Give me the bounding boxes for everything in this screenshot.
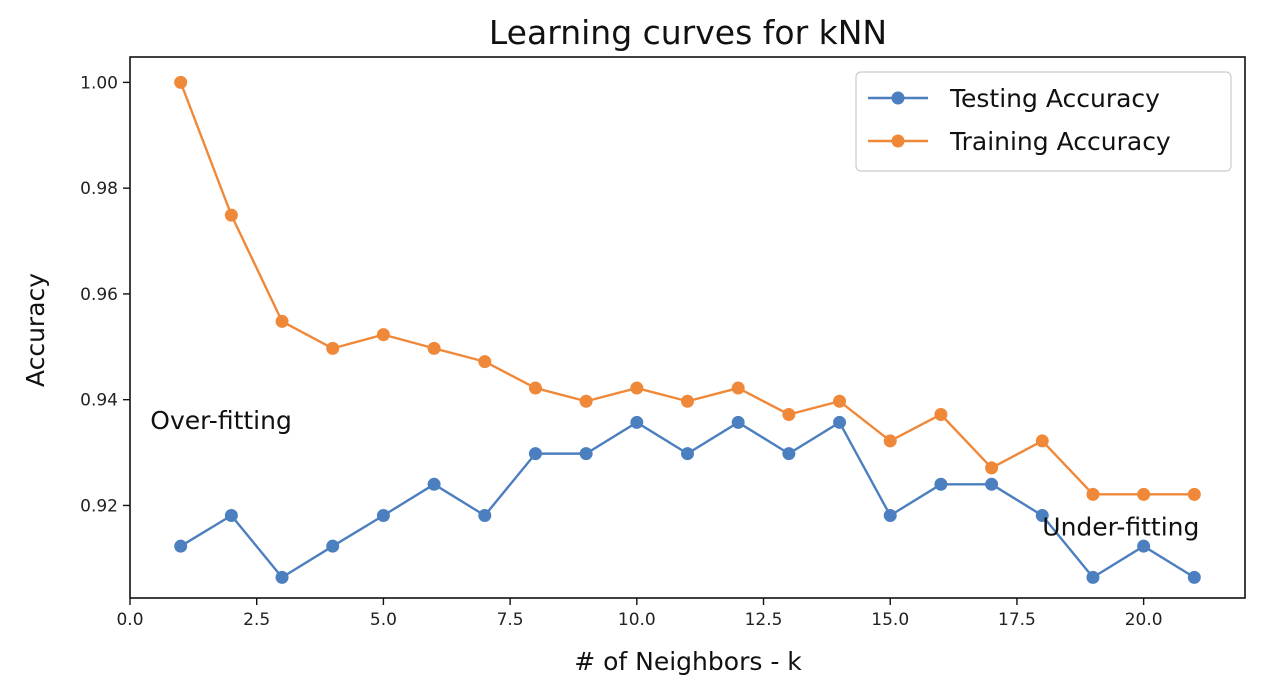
x-tick-label: 7.5	[497, 610, 524, 630]
y-tick-label: 0.92	[80, 496, 118, 516]
data-point-testing-accuracy	[731, 415, 745, 429]
data-point-training-accuracy	[833, 394, 847, 408]
y-axis-title: Accuracy	[21, 273, 50, 387]
data-point-testing-accuracy	[833, 415, 847, 429]
data-point-training-accuracy	[782, 407, 796, 421]
data-point-testing-accuracy	[1086, 570, 1100, 584]
data-point-training-accuracy	[275, 314, 289, 328]
x-tick-label: 20.0	[1125, 610, 1163, 630]
data-point-training-accuracy	[1035, 434, 1049, 448]
data-point-testing-accuracy	[1187, 570, 1201, 584]
y-tick-label: 0.96	[80, 285, 118, 305]
data-point-training-accuracy	[883, 434, 897, 448]
data-point-testing-accuracy	[1137, 539, 1151, 553]
data-point-testing-accuracy	[1035, 509, 1049, 523]
x-tick-label: 5.0	[370, 610, 397, 630]
legend: Testing Accuracy Training Accuracy	[855, 71, 1232, 172]
data-point-training-accuracy	[985, 461, 999, 475]
data-point-testing-accuracy	[427, 477, 441, 491]
x-tick-label: 0.0	[116, 610, 143, 630]
annotation-label: Under-fitting	[1042, 513, 1199, 542]
x-tick-label: 17.5	[998, 610, 1036, 630]
data-point-training-accuracy	[376, 328, 390, 342]
annotation-label: Over-fitting	[150, 406, 292, 435]
data-point-training-accuracy	[1137, 487, 1151, 501]
data-point-training-accuracy	[1187, 487, 1201, 501]
annotations: Over-fitting Under-fitting	[150, 406, 1199, 542]
data-point-testing-accuracy	[934, 477, 948, 491]
data-point-testing-accuracy	[224, 509, 238, 523]
data-point-testing-accuracy	[782, 447, 796, 461]
data-point-training-accuracy	[579, 394, 593, 408]
data-point-testing-accuracy	[275, 570, 289, 584]
y-tick-label: 0.94	[80, 391, 118, 411]
x-tick-label: 2.5	[243, 610, 270, 630]
data-point-testing-accuracy	[579, 447, 593, 461]
data-point-training-accuracy	[174, 75, 188, 89]
data-point-training-accuracy	[528, 381, 542, 395]
plot-frame	[129, 56, 1246, 599]
data-point-training-accuracy	[326, 341, 340, 355]
data-point-testing-accuracy	[478, 509, 492, 523]
x-tick-label: 15.0	[871, 610, 909, 630]
data-point-training-accuracy	[427, 341, 441, 355]
data-point-testing-accuracy	[528, 447, 542, 461]
series-markers	[174, 75, 1201, 584]
legend-label-training-accuracy: Training Accuracy	[949, 127, 1171, 156]
data-point-testing-accuracy	[985, 477, 999, 491]
data-point-training-accuracy	[934, 407, 948, 421]
data-point-testing-accuracy	[326, 539, 340, 553]
data-point-training-accuracy	[630, 381, 644, 395]
y-tick-label: 0.98	[80, 179, 118, 199]
data-point-training-accuracy	[681, 394, 694, 408]
data-point-training-accuracy	[731, 381, 745, 395]
x-axis-title: # of Neighbors - k	[574, 647, 802, 676]
data-point-training-accuracy	[478, 355, 492, 369]
legend-marker-training-accuracy	[891, 134, 905, 148]
data-point-testing-accuracy	[681, 447, 694, 461]
legend-marker-testing-accuracy	[891, 91, 905, 105]
legend-label-testing-accuracy: Testing Accuracy	[949, 84, 1160, 113]
data-point-testing-accuracy	[630, 415, 644, 429]
x-tick-label: 10.0	[618, 610, 656, 630]
chart-title: Learning curves for kNN	[489, 13, 887, 52]
data-point-training-accuracy	[1086, 487, 1100, 501]
legend-box	[855, 71, 1232, 172]
data-point-testing-accuracy	[174, 539, 188, 553]
axis-ticks: 0.0 2.5 5.0 7.5 10.0 12.5 15.0 17.5 20.0 0.92 0.94…	[80, 73, 1162, 630]
x-tick-label: 12.5	[745, 610, 783, 630]
data-point-training-accuracy	[224, 208, 238, 222]
data-point-testing-accuracy	[376, 509, 390, 523]
y-tick-label: 1.00	[80, 73, 118, 93]
data-point-testing-accuracy	[883, 509, 897, 523]
